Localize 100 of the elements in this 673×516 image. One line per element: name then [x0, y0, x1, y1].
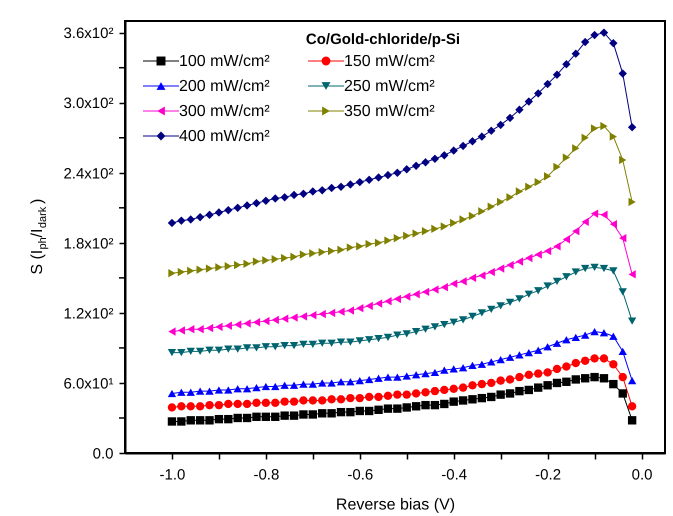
- point: [205, 210, 214, 219]
- point: [487, 392, 496, 402]
- point: [524, 386, 534, 394]
- point: [242, 414, 252, 422]
- point: [327, 340, 336, 347]
- point: [356, 337, 364, 345]
- point: [272, 316, 279, 324]
- point: [394, 294, 401, 304]
- point: [186, 416, 195, 424]
- point: [271, 343, 280, 350]
- point: [450, 318, 458, 326]
- point: [346, 180, 355, 189]
- point: [346, 306, 354, 315]
- x-tick-label: -0.4: [441, 466, 468, 484]
- point: [534, 287, 542, 294]
- point: [214, 414, 224, 424]
- point: [403, 232, 410, 240]
- point: [214, 208, 224, 217]
- point: [168, 403, 176, 412]
- point: [430, 386, 440, 396]
- y-tick-label: 2.4x10²: [63, 165, 114, 182]
- point: [178, 268, 185, 276]
- point: [308, 380, 318, 388]
- point: [252, 398, 261, 407]
- point: [515, 386, 524, 396]
- point: [243, 319, 251, 328]
- point: [487, 358, 496, 366]
- point: [618, 389, 627, 398]
- point: [356, 242, 364, 251]
- point: [572, 375, 580, 384]
- point: [374, 173, 383, 182]
- point: [421, 370, 430, 378]
- legend-label: 200 mW/cm²: [179, 78, 270, 95]
- point: [327, 409, 336, 418]
- point: [580, 356, 590, 365]
- point: [572, 144, 580, 152]
- point: [384, 236, 392, 245]
- point: [422, 226, 430, 236]
- point: [384, 373, 392, 381]
- point: [308, 396, 318, 405]
- point: [562, 153, 570, 162]
- point: [356, 394, 364, 402]
- point: [215, 263, 223, 272]
- point: [412, 389, 420, 398]
- point: [440, 400, 448, 408]
- point: [234, 400, 242, 408]
- point: [262, 316, 270, 326]
- point: [327, 379, 336, 387]
- legend-label: 250 mW/cm²: [344, 78, 436, 95]
- point: [468, 312, 477, 320]
- point: [496, 302, 505, 310]
- point: [337, 246, 345, 254]
- legend-label: 150 mW/cm²: [344, 53, 436, 70]
- point: [384, 334, 392, 342]
- point: [364, 176, 374, 184]
- point: [468, 381, 477, 390]
- point: [618, 348, 627, 356]
- x-tick-label: -0.6: [347, 466, 374, 484]
- point: [534, 346, 542, 354]
- legend-title: Co/Gold-chloride/p-Si: [306, 31, 460, 48]
- point: [271, 412, 280, 421]
- point: [374, 334, 383, 342]
- point: [393, 168, 402, 177]
- point: [506, 260, 514, 270]
- point: [590, 354, 599, 363]
- point: [628, 270, 636, 279]
- point: [346, 378, 355, 386]
- point: [262, 256, 270, 265]
- point: [224, 322, 232, 330]
- point: [262, 196, 270, 205]
- point: [600, 374, 608, 382]
- point: [214, 346, 224, 354]
- point: [186, 215, 195, 224]
- point: [572, 226, 580, 236]
- point: [384, 404, 392, 413]
- point: [600, 354, 608, 363]
- point: [478, 394, 486, 402]
- point: [346, 394, 355, 402]
- point: [271, 194, 280, 203]
- point: [328, 246, 336, 256]
- point: [497, 264, 504, 273]
- point: [496, 376, 505, 385]
- point: [280, 193, 289, 202]
- point: [205, 346, 214, 354]
- point: [384, 297, 392, 306]
- point: [168, 327, 176, 336]
- point: [412, 162, 420, 170]
- point: [393, 373, 402, 381]
- point: [374, 238, 382, 248]
- point: [458, 364, 468, 372]
- point: [496, 120, 505, 130]
- point: [224, 400, 232, 408]
- point: [205, 387, 214, 395]
- point: [290, 411, 298, 420]
- point: [299, 340, 308, 348]
- point: [450, 384, 458, 393]
- point: [544, 172, 552, 180]
- point: [299, 190, 308, 198]
- point: [290, 190, 298, 200]
- point: [572, 358, 580, 368]
